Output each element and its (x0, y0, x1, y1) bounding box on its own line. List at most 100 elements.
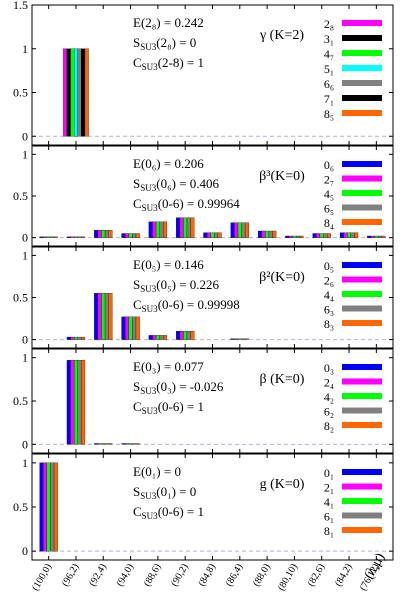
ytick-label: 0.5 (13, 189, 28, 203)
legend-swatch (342, 469, 382, 475)
bar (339, 232, 344, 238)
bar (94, 293, 99, 340)
bar (292, 235, 297, 238)
bar (104, 443, 109, 445)
x-category-label: (94,0) (115, 562, 137, 588)
ytick-label: 0 (22, 231, 28, 245)
legend-label: 2₆ (324, 274, 334, 288)
bar (257, 230, 262, 238)
bar (288, 235, 293, 238)
legend-label: 0₃ (324, 361, 334, 375)
legend-label: 4₂ (324, 390, 334, 404)
bar (241, 338, 246, 340)
ytick-label: 0.5 (13, 394, 28, 408)
bar (43, 236, 48, 238)
legend-label: 2₈ (324, 17, 334, 31)
legend-swatch (342, 175, 382, 182)
legend-label: 8₄ (324, 216, 334, 230)
bar (367, 235, 372, 238)
bar (241, 222, 246, 238)
bar (148, 335, 153, 340)
ytick-label: 1 (22, 248, 28, 262)
info-line: E(0₆) = 0.206 (133, 156, 204, 171)
legend-label: 2₁ (324, 481, 334, 495)
info-line: SSU3(0₁) = 0 (133, 484, 196, 501)
bar (101, 230, 106, 238)
legend-label: 0₁ (324, 466, 334, 480)
legend-swatch (342, 483, 382, 490)
ytick-label: 1.5 (13, 0, 28, 12)
legend-swatch (342, 262, 382, 268)
bar (39, 462, 44, 552)
bar (186, 331, 191, 340)
x-axis-title: (λ,μ) (362, 550, 389, 581)
bar (81, 48, 86, 137)
bar (296, 235, 300, 238)
bar (97, 443, 102, 445)
legend-label: 0₅ (324, 259, 334, 273)
bar (46, 236, 51, 238)
ytick-label: 0.5 (13, 291, 28, 305)
panel-frame-3 (31, 348, 394, 454)
legend-swatch (342, 65, 382, 71)
bar (70, 48, 75, 137)
bar (237, 338, 242, 340)
bar (125, 443, 129, 445)
bar (70, 336, 75, 340)
x-category-label: (88,6) (142, 562, 164, 588)
bar (125, 233, 129, 238)
legend-label: 4₅ (324, 187, 334, 201)
info-line: SSU3(0₃) = -0.026 (133, 379, 224, 396)
legend-swatch (342, 320, 382, 326)
bar (299, 235, 304, 238)
legend-swatch (342, 20, 382, 26)
bar (285, 235, 290, 238)
bar (132, 443, 137, 445)
bar (66, 336, 71, 340)
bar (377, 235, 382, 238)
legend-label: 8₃ (324, 317, 334, 331)
bar (77, 236, 82, 238)
panel-title: β³(K=0) (259, 169, 305, 184)
bar (104, 293, 109, 340)
bar (234, 222, 239, 238)
bar (74, 360, 78, 445)
bar (97, 230, 102, 238)
bar (343, 232, 348, 238)
legend-label: 8₅ (324, 107, 334, 121)
bar (128, 443, 133, 445)
info-line: CSU3(0-6) = 0.99964 (133, 196, 240, 213)
bar (155, 335, 160, 340)
bar (39, 236, 44, 238)
bar (128, 233, 133, 238)
legend-swatch (342, 276, 382, 283)
legend-swatch (342, 190, 382, 196)
x-category-label: (86,4) (224, 562, 246, 588)
legend-swatch (342, 498, 382, 504)
bar (66, 48, 71, 137)
bar (190, 331, 195, 340)
bar (77, 360, 82, 445)
bar (183, 331, 188, 340)
bar (77, 48, 82, 137)
bar (152, 221, 157, 238)
panel-title: γ (K=2) (259, 28, 304, 43)
bar (84, 48, 89, 137)
bar (176, 331, 180, 340)
bar (81, 236, 86, 238)
info-line: CSU3(0-6) = 0.99998 (133, 297, 240, 314)
bar (74, 48, 78, 137)
x-category-label: (82,6) (306, 562, 328, 588)
legend-label: 6₁ (324, 510, 334, 524)
bar (159, 221, 164, 238)
legend-swatch (342, 393, 382, 399)
info-line: SSU3(0₅) = 0.226 (133, 277, 220, 294)
ytick-label: 0 (22, 129, 28, 143)
bar (319, 233, 324, 238)
legend-swatch (342, 364, 382, 370)
info-line: SSU3(0₆) = 0.406 (133, 176, 220, 193)
bar (261, 230, 266, 238)
legend-swatch (342, 95, 382, 101)
ytick-label: 0.5 (13, 500, 28, 514)
